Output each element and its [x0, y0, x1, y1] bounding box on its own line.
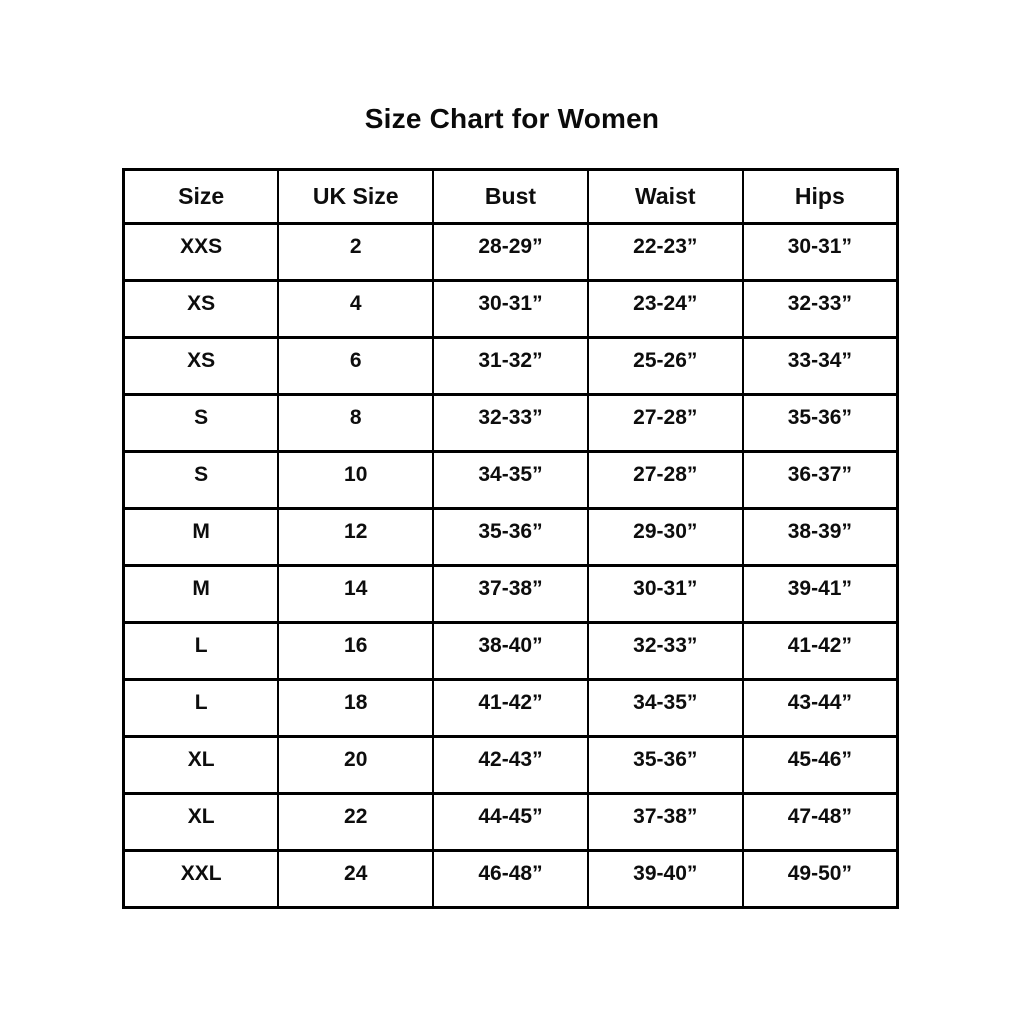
cell-hips: 47-48”	[741, 792, 899, 852]
cell-waist: 35-36”	[586, 735, 744, 795]
cell-hips: 39-41”	[741, 564, 899, 624]
cell-size: L	[122, 621, 280, 681]
header-row: Size UK Size Bust Waist Hips	[122, 168, 899, 225]
cell-hips: 49-50”	[741, 849, 899, 909]
cell-waist: 32-33”	[586, 621, 744, 681]
cell-waist: 30-31”	[586, 564, 744, 624]
cell-uk: 24	[277, 849, 435, 909]
cell-waist: 25-26”	[586, 336, 744, 396]
cell-hips: 43-44”	[741, 678, 899, 738]
cell-uk: 2	[277, 222, 435, 282]
cell-uk: 4	[277, 279, 435, 339]
table-row: S 10 34-35” 27-28” 36-37”	[122, 450, 899, 510]
table-row: XL 22 44-45” 37-38” 47-48”	[122, 792, 899, 852]
cell-bust: 34-35”	[432, 450, 589, 510]
cell-waist: 23-24”	[586, 279, 744, 339]
size-chart-table: Size UK Size Bust Waist Hips XXS 2 28-29…	[122, 168, 899, 909]
table-row: L 18 41-42” 34-35” 43-44”	[122, 678, 899, 738]
cell-waist: 27-28”	[586, 393, 744, 453]
cell-waist: 29-30”	[586, 507, 744, 567]
table-row: XS 6 31-32” 25-26” 33-34”	[122, 336, 899, 396]
column-header-waist: Waist	[586, 168, 744, 225]
cell-hips: 35-36”	[741, 393, 899, 453]
cell-bust: 30-31”	[432, 279, 589, 339]
cell-size: XXL	[122, 849, 280, 909]
cell-waist: 34-35”	[586, 678, 744, 738]
cell-waist: 22-23”	[586, 222, 744, 282]
cell-waist: 39-40”	[586, 849, 744, 909]
cell-bust: 44-45”	[432, 792, 589, 852]
cell-size: XL	[122, 735, 280, 795]
cell-bust: 38-40”	[432, 621, 589, 681]
cell-uk: 16	[277, 621, 435, 681]
cell-size: S	[122, 450, 280, 510]
cell-uk: 20	[277, 735, 435, 795]
column-header-hips: Hips	[741, 168, 899, 225]
cell-uk: 14	[277, 564, 435, 624]
cell-hips: 33-34”	[741, 336, 899, 396]
cell-uk: 6	[277, 336, 435, 396]
cell-size: L	[122, 678, 280, 738]
cell-size: XS	[122, 279, 280, 339]
cell-size: M	[122, 507, 280, 567]
cell-waist: 37-38”	[586, 792, 744, 852]
table-row: XL 20 42-43” 35-36” 45-46”	[122, 735, 899, 795]
cell-bust: 46-48”	[432, 849, 589, 909]
cell-size: XXS	[122, 222, 280, 282]
cell-bust: 37-38”	[432, 564, 589, 624]
cell-bust: 28-29”	[432, 222, 589, 282]
cell-hips: 38-39”	[741, 507, 899, 567]
table-row: M 12 35-36” 29-30” 38-39”	[122, 507, 899, 567]
cell-size: S	[122, 393, 280, 453]
table-row: L 16 38-40” 32-33” 41-42”	[122, 621, 899, 681]
cell-size: M	[122, 564, 280, 624]
cell-bust: 42-43”	[432, 735, 589, 795]
column-header-uk-size: UK Size	[277, 168, 435, 225]
cell-bust: 32-33”	[432, 393, 589, 453]
cell-hips: 32-33”	[741, 279, 899, 339]
cell-size: XS	[122, 336, 280, 396]
cell-hips: 30-31”	[741, 222, 899, 282]
table-row: XXL 24 46-48” 39-40” 49-50”	[122, 849, 899, 909]
cell-bust: 31-32”	[432, 336, 589, 396]
cell-uk: 12	[277, 507, 435, 567]
cell-uk: 8	[277, 393, 435, 453]
cell-uk: 10	[277, 450, 435, 510]
cell-waist: 27-28”	[586, 450, 744, 510]
cell-size: XL	[122, 792, 280, 852]
cell-hips: 41-42”	[741, 621, 899, 681]
cell-hips: 45-46”	[741, 735, 899, 795]
table-row: XXS 2 28-29” 22-23” 30-31”	[122, 222, 899, 282]
column-header-bust: Bust	[432, 168, 589, 225]
cell-bust: 35-36”	[432, 507, 589, 567]
cell-hips: 36-37”	[741, 450, 899, 510]
table-row: M 14 37-38” 30-31” 39-41”	[122, 564, 899, 624]
column-header-size: Size	[122, 168, 280, 225]
table-row: S 8 32-33” 27-28” 35-36”	[122, 393, 899, 453]
cell-uk: 18	[277, 678, 435, 738]
cell-uk: 22	[277, 792, 435, 852]
cell-bust: 41-42”	[432, 678, 589, 738]
table-row: XS 4 30-31” 23-24” 32-33”	[122, 279, 899, 339]
page-title: Size Chart for Women	[364, 103, 660, 134]
